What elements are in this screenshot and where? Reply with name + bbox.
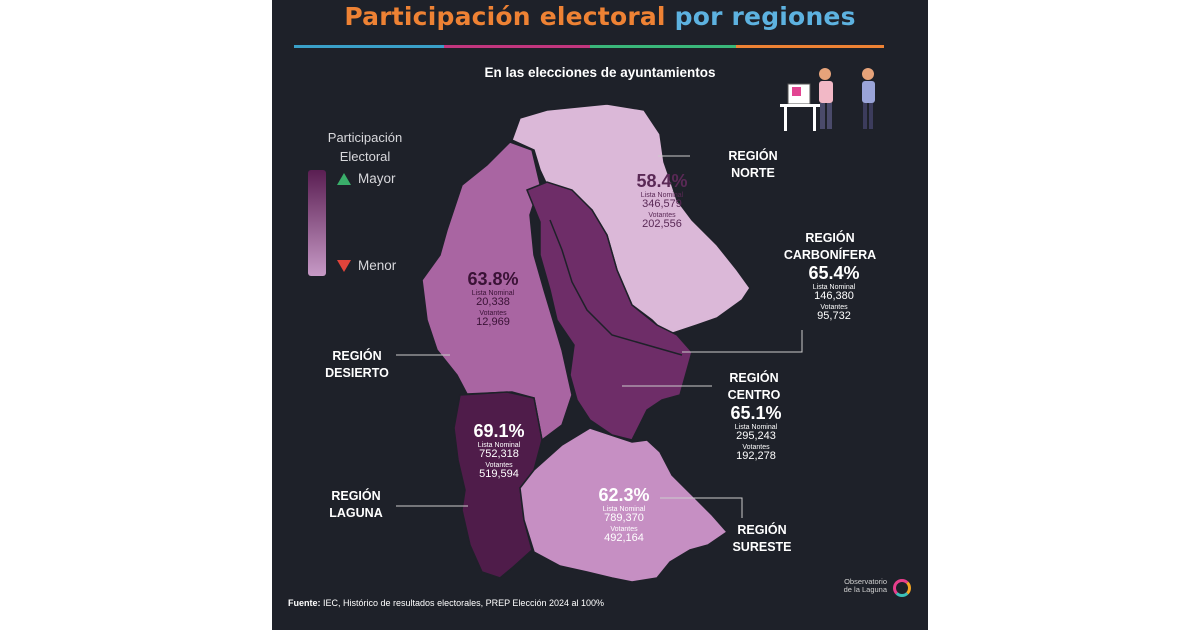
triangle-down-icon: [337, 259, 351, 272]
sureste-votantes-label: Votantes: [610, 526, 638, 533]
logo-circle-icon: [893, 579, 911, 597]
region-label-carbonifera-line-1: REGIÓN: [805, 231, 855, 245]
sureste-lista-value: 789,370: [604, 512, 644, 524]
desierto-votantes-label: Votantes: [479, 310, 507, 317]
norte-votantes-value: 202,556: [642, 218, 682, 230]
leader-line-sureste: [660, 497, 743, 518]
title-underline-magenta: [444, 45, 590, 48]
region-label-centro: REGIÓN CENTRO: [714, 370, 794, 404]
carbonifera-lista-label: Lista Nominal: [812, 284, 856, 291]
centro-lista-value: 295,243: [736, 430, 776, 442]
legend-title: Participación Electoral: [310, 128, 420, 166]
region-border-carbonifera-centro: [549, 219, 683, 356]
legend-low: Menor: [336, 258, 396, 273]
infographic-panel: Participación electoral por regiones En …: [272, 0, 928, 630]
region-label-desierto: REGIÓN DESIERTO: [312, 348, 402, 382]
sureste-percentage: 62.3%: [598, 485, 650, 505]
region-stat-laguna: 69.1% Lista Nominal 752,318 Votantes 519…: [460, 422, 538, 480]
laguna-votantes-label: Votantes: [485, 462, 513, 469]
region-label-laguna-line-1: REGIÓN: [331, 489, 381, 503]
region-label-carbonifera: REGIÓN CARBONÍFERA: [782, 230, 878, 264]
voting-people-illustration: [780, 68, 875, 131]
title-part-2: por regiones: [674, 2, 856, 31]
region-label-sureste-line-2: SURESTE: [732, 540, 792, 554]
region-label-centro-line-2: CENTRO: [727, 388, 781, 402]
legend-title-line-1: Participación: [327, 130, 403, 145]
region-label-laguna: REGIÓN LAGUNA: [316, 488, 396, 522]
carbonifera-lista-value: 146,380: [814, 290, 854, 302]
region-shape-laguna: [453, 391, 543, 579]
legend-low-label: Menor: [358, 258, 397, 273]
centro-lista-label: Lista Nominal: [734, 424, 778, 431]
page-title: Participación electoral por regiones: [272, 2, 928, 31]
region-label-carbonifera-line-2: CARBONÍFERA: [783, 248, 877, 262]
norte-percentage: 58.4%: [636, 171, 688, 191]
centro-votantes-label: Votantes: [742, 444, 770, 451]
region-stat-carbonifera: 65.4% Lista Nominal 146,380 Votantes 95,…: [794, 264, 874, 322]
region-stat-sureste: 62.3% Lista Nominal 789,370 Votantes 492…: [582, 486, 666, 544]
centro-percentage: 65.1%: [730, 403, 782, 423]
region-label-desierto-line-2: DESIERTO: [325, 366, 389, 380]
source-note: Fuente: IEC, Histórico de resultados ele…: [288, 598, 604, 608]
coahuila-regions-map: [396, 68, 875, 583]
region-shape-sureste: [519, 427, 729, 583]
sureste-lista-label: Lista Nominal: [602, 506, 646, 513]
norte-lista-value: 346,579: [642, 198, 682, 210]
laguna-percentage: 69.1%: [473, 421, 525, 441]
title-underline-green: [590, 45, 736, 48]
subtitle: En las elecciones de ayuntamientos: [484, 65, 716, 80]
legend-high: Mayor: [336, 171, 396, 186]
region-label-laguna-line-2: LAGUNA: [329, 506, 383, 520]
norte-lista-label: Lista Nominal: [640, 192, 684, 199]
legend-high-label: Mayor: [358, 171, 396, 186]
desierto-lista-label: Lista Nominal: [471, 290, 515, 297]
source-text: IEC, Histórico de resultados electorales…: [323, 598, 604, 608]
carbonifera-votantes-label: Votantes: [820, 304, 848, 311]
source-label: Fuente:: [288, 598, 321, 608]
laguna-lista-label: Lista Nominal: [477, 442, 521, 449]
desierto-lista-value: 20,338: [476, 296, 510, 308]
leader-line-carbonifera: [682, 330, 803, 353]
region-shape-carbonifera: [526, 181, 693, 441]
laguna-lista-value: 752,318: [479, 448, 519, 460]
region-label-desierto-line-1: REGIÓN: [332, 349, 382, 363]
desierto-percentage: 63.8%: [467, 269, 519, 289]
centro-votantes-value: 192,278: [736, 450, 776, 462]
logo-line-1: Observatorio: [844, 577, 887, 586]
region-label-norte-line-2: NORTE: [731, 166, 775, 180]
region-stat-desierto: 63.8% Lista Nominal 20,338 Votantes 12,9…: [452, 270, 534, 328]
logo-line-2: de la Laguna: [843, 585, 887, 594]
region-label-norte-line-1: REGIÓN: [728, 149, 778, 163]
logo-text: Observatorio de la Laguna: [827, 578, 887, 594]
region-label-centro-line-1: REGIÓN: [729, 371, 779, 385]
carbonifera-percentage: 65.4%: [808, 263, 860, 283]
region-label-sureste: REGIÓN SURESTE: [722, 522, 802, 556]
region-label-norte: REGIÓN NORTE: [712, 148, 794, 182]
region-stat-norte: 58.4% Lista Nominal 346,579 Votantes 202…: [622, 172, 702, 230]
carbonifera-votantes-value: 95,732: [817, 310, 851, 322]
desierto-votantes-value: 12,969: [476, 316, 510, 328]
triangle-up-icon: [337, 172, 351, 185]
legend-title-line-2: Electoral: [339, 149, 391, 164]
title-underline-blue: [294, 45, 444, 48]
region-stat-centro: 65.1% Lista Nominal 295,243 Votantes 192…: [714, 404, 798, 462]
norte-votantes-label: Votantes: [648, 212, 676, 219]
region-label-sureste-line-1: REGIÓN: [737, 523, 787, 537]
title-part-1: Participación electoral: [344, 2, 666, 31]
sureste-votantes-value: 492,164: [604, 532, 644, 544]
laguna-votantes-value: 519,594: [479, 468, 519, 480]
legend-gradient-bar: [308, 170, 326, 276]
title-underline-orange: [736, 45, 884, 48]
